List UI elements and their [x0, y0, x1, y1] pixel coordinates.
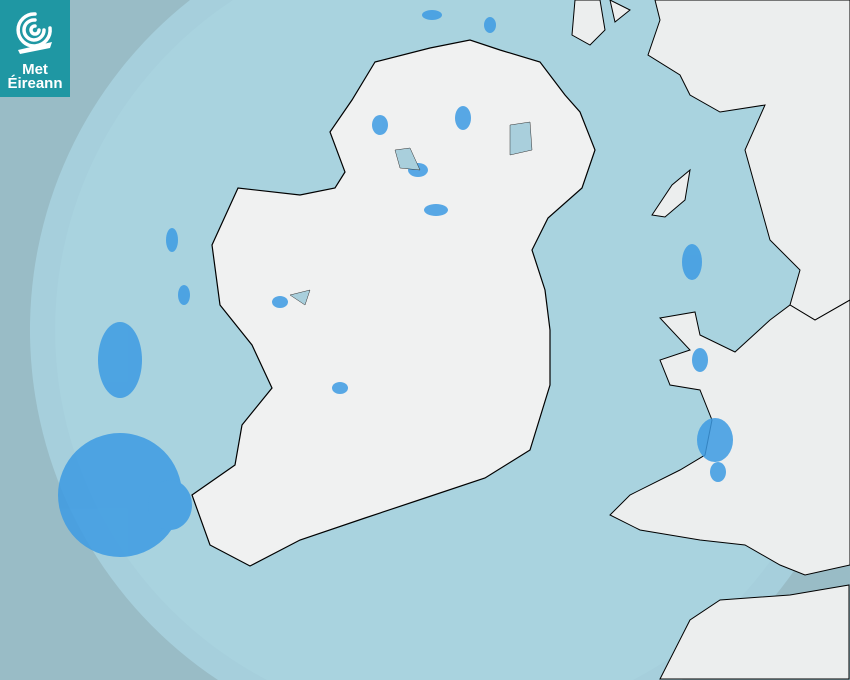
swirl-logo-icon: [16, 12, 52, 54]
rain-cell: [422, 10, 442, 20]
rain-cell: [697, 418, 733, 462]
isle-of-man: [651, 168, 691, 218]
rain-cell: [372, 115, 388, 135]
lake: [289, 289, 311, 306]
rain-cell: [424, 204, 448, 216]
rain-cell: [272, 296, 288, 308]
kintyre-land: [571, 0, 631, 46]
rain-cell: [455, 106, 471, 130]
lakes: [289, 121, 533, 306]
rain-cell: [682, 244, 702, 280]
logo-text-eireann: Éireann: [7, 75, 63, 92]
rain-cell: [58, 433, 182, 557]
cornwall-land: [659, 584, 850, 680]
met-eireann-logo[interactable]: Met Éireann: [0, 0, 70, 97]
rain-cell: [332, 382, 348, 394]
ireland-land: [191, 39, 596, 567]
rain-cell: [166, 228, 178, 252]
rain-cells: [58, 10, 733, 557]
rain-cell: [484, 17, 496, 33]
logo-text-met: Met: [22, 61, 48, 78]
rain-cell: [148, 480, 192, 530]
lake: [394, 147, 421, 171]
rain-cell: [98, 322, 142, 398]
rain-cell: [710, 462, 726, 482]
rain-cell: [178, 285, 190, 305]
rain-cell: [692, 348, 708, 372]
lough-neagh: [509, 121, 533, 156]
